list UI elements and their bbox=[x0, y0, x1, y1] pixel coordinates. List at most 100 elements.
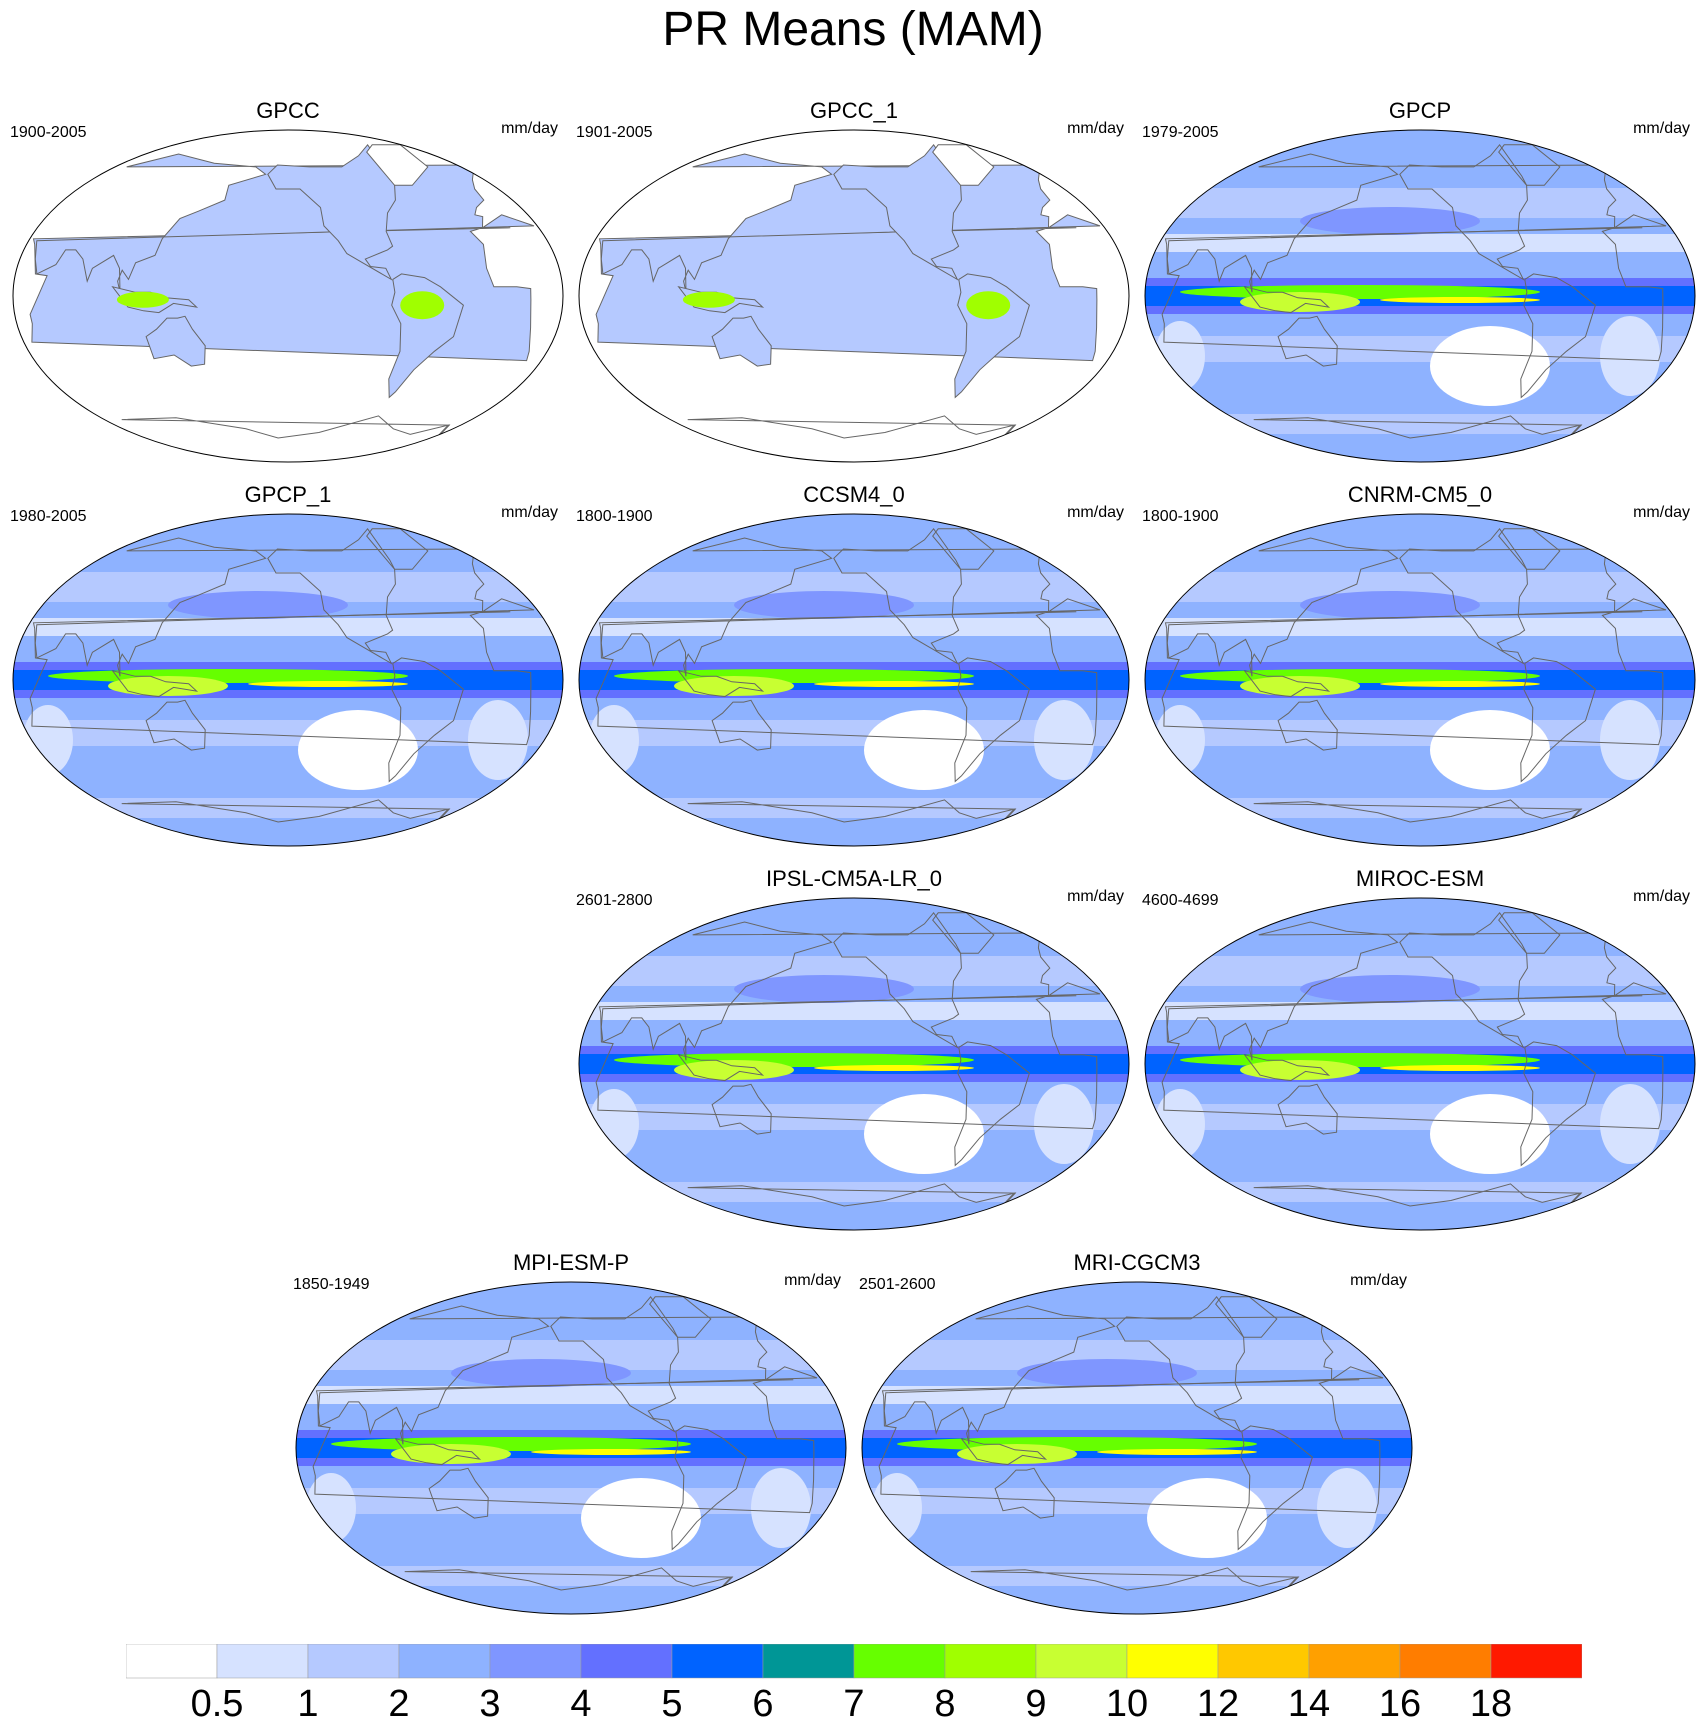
colorbar-box bbox=[126, 1644, 218, 1679]
colorbar-label: 16 bbox=[1378, 1683, 1422, 1725]
landmass-namerica bbox=[1399, 911, 1528, 1049]
landmass-eurasia bbox=[600, 921, 1101, 1061]
panel-period: 1901-2005 bbox=[576, 124, 653, 141]
landmass-antarctica bbox=[1253, 1183, 1583, 1230]
landmass-indonesia bbox=[1243, 285, 1331, 314]
colorbar-label: 12 bbox=[1196, 1683, 1240, 1725]
panel-title: MIROC-ESM bbox=[1355, 866, 1485, 891]
landmass-antarctica bbox=[970, 1567, 1300, 1614]
map-panel-mri-cgcm3: MRI-CGCM3 2501-2600 mm/day bbox=[859, 1250, 1415, 1615]
map-outline bbox=[861, 1281, 1413, 1615]
maritime-rain bbox=[116, 291, 169, 308]
landmass-indonesia bbox=[677, 1053, 765, 1082]
panel-units: mm/day bbox=[784, 1272, 841, 1289]
panel-period: 1800-1900 bbox=[1142, 508, 1219, 525]
maritime-rain bbox=[682, 291, 735, 308]
landmass-australia bbox=[145, 699, 206, 751]
colorbar-box bbox=[671, 1644, 764, 1679]
panel-period: 4600-4699 bbox=[1142, 892, 1219, 909]
panel-period: 1979-2005 bbox=[1142, 124, 1219, 141]
landmass-eurasia bbox=[883, 1305, 1384, 1445]
landmass-eurasia bbox=[34, 537, 535, 677]
landmass-namerica bbox=[833, 911, 962, 1049]
landmass-australia bbox=[711, 699, 772, 751]
map-outline bbox=[1144, 129, 1696, 463]
landmass-samerica bbox=[1237, 1425, 1313, 1551]
colorbar-box bbox=[1399, 1644, 1492, 1679]
colorbar-label: 8 bbox=[934, 1683, 956, 1725]
panel-units: mm/day bbox=[501, 120, 558, 137]
panel-units: mm/day bbox=[1067, 504, 1124, 521]
map-panel-cnrm-cm5-0: CNRM-CM5_0 1800-1900 mm/day bbox=[1142, 482, 1698, 847]
map-outline bbox=[578, 129, 1130, 463]
colorbar-box bbox=[398, 1644, 491, 1679]
landmass-indonesia bbox=[960, 1437, 1048, 1466]
colorbar-label: 0.5 bbox=[190, 1683, 244, 1725]
landmass-eurasia bbox=[600, 537, 1101, 677]
colorbar-labels: 0.5 1 2 3 4 5 6 7 8 9 10 12 14 16 18 bbox=[126, 1684, 1582, 1727]
colorbar bbox=[126, 1644, 1582, 1679]
map-svg bbox=[861, 1281, 1413, 1615]
colorbar-box bbox=[853, 1644, 946, 1679]
panel-units: mm/day bbox=[501, 504, 558, 521]
landmass-antarctica bbox=[1253, 415, 1583, 462]
landmass-antarctica bbox=[404, 1567, 734, 1614]
landmass-antarctica bbox=[121, 799, 451, 846]
panel-title: CNRM-CM5_0 bbox=[1347, 482, 1493, 507]
map-panel-gpcp-1: GPCP_1 1980-2005 mm/day bbox=[10, 482, 566, 847]
landmass-indonesia bbox=[111, 669, 199, 698]
landmass-africa bbox=[29, 611, 532, 746]
landmass-antarctica bbox=[687, 1183, 1017, 1230]
colorbar-label: 3 bbox=[479, 1683, 501, 1725]
landmass-samerica bbox=[954, 657, 1030, 783]
panel-title: GPCC bbox=[256, 98, 320, 123]
landmass-eurasia bbox=[34, 153, 535, 293]
map-panel-miroc-esm: MIROC-ESM 4600-4699 mm/day bbox=[1142, 866, 1698, 1231]
landmass-indonesia bbox=[394, 1437, 482, 1466]
panel-title: GPCP bbox=[1388, 98, 1452, 123]
map-panel-gpcc-1: GPCC_1 1901-2005 mm/day bbox=[576, 98, 1132, 463]
landmass-australia bbox=[711, 315, 772, 367]
map-panel-ipsl-cm5a-lr-0: IPSL-CM5A-LR_0 2601-2800 mm/day bbox=[576, 866, 1132, 1231]
colorbar-label: 6 bbox=[752, 1683, 774, 1725]
main-title: PR Means (MAM) bbox=[662, 3, 1044, 56]
map-panel-gpcc: GPCC 1900-2005 mm/day bbox=[10, 98, 566, 463]
map-svg bbox=[12, 129, 564, 463]
landmass-antarctica bbox=[1253, 799, 1583, 846]
map-panel-ccsm4-0: CCSM4_0 1800-1900 mm/day bbox=[576, 482, 1132, 847]
panel-units: mm/day bbox=[1633, 120, 1690, 137]
landmass-africa bbox=[1161, 227, 1664, 362]
landmass-namerica bbox=[1116, 1295, 1245, 1433]
colorbar-box bbox=[580, 1644, 673, 1679]
landmass-eurasia bbox=[1166, 153, 1667, 293]
landmass-eurasia bbox=[1166, 537, 1667, 677]
colorbar-box bbox=[1490, 1644, 1582, 1679]
landmass-australia bbox=[711, 1083, 772, 1135]
panel-period: 2601-2800 bbox=[576, 892, 653, 909]
colorbar-label: 5 bbox=[661, 1683, 683, 1725]
panel-period: 1850-1949 bbox=[293, 1276, 370, 1293]
landmass-samerica bbox=[671, 1425, 747, 1551]
map-panel-mpi-esm-p: MPI-ESM-P 1850-1949 mm/day bbox=[293, 1250, 849, 1615]
colorbar-box bbox=[1308, 1644, 1401, 1679]
colorbar-box bbox=[1126, 1644, 1219, 1679]
map-outline bbox=[1144, 513, 1696, 847]
landmass-samerica bbox=[1520, 657, 1596, 783]
landmass-indonesia bbox=[1243, 669, 1331, 698]
landmass-australia bbox=[994, 1467, 1055, 1519]
landmass-africa bbox=[1161, 995, 1664, 1130]
colorbar-box bbox=[1035, 1644, 1128, 1679]
panel-period: 1980-2005 bbox=[10, 508, 87, 525]
panel-period: 1800-1900 bbox=[576, 508, 653, 525]
landmass-indonesia bbox=[1243, 1053, 1331, 1082]
map-outline bbox=[295, 1281, 847, 1615]
colorbar-label: 1 bbox=[297, 1683, 319, 1725]
landmass-australia bbox=[145, 315, 206, 367]
colorbar-box bbox=[489, 1644, 582, 1679]
landmass-africa bbox=[595, 611, 1098, 746]
colorbar-box bbox=[1217, 1644, 1310, 1679]
panel-title: GPCC_1 bbox=[809, 98, 899, 123]
colorbar-box bbox=[216, 1644, 309, 1679]
landmass-antarctica bbox=[121, 415, 451, 462]
map-outline bbox=[578, 897, 1130, 1231]
